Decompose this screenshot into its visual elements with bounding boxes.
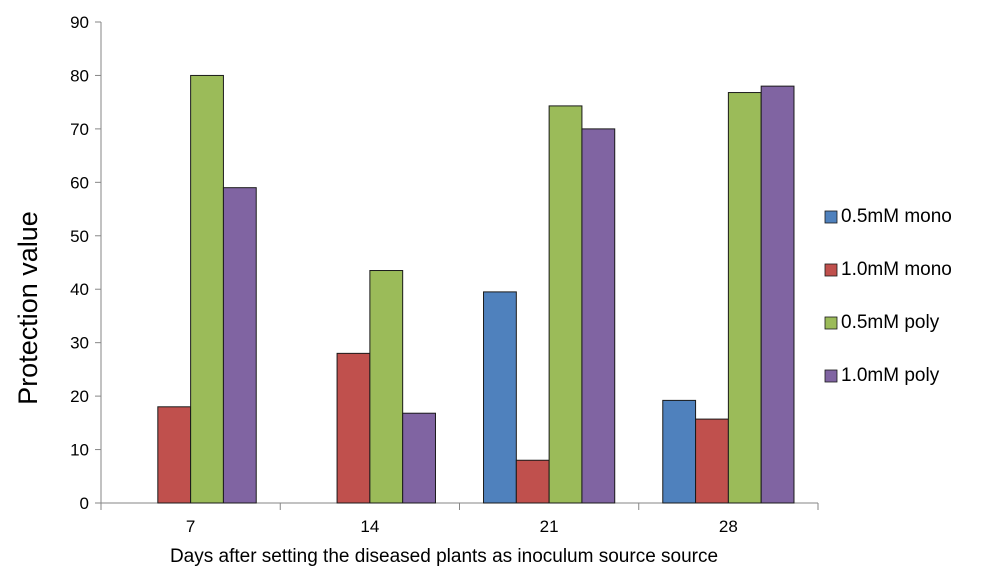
bar <box>483 291 517 504</box>
y-tick-label: 20 <box>70 387 89 406</box>
y-tick-label: 80 <box>70 66 89 85</box>
bar <box>190 74 224 504</box>
x-tick-label: 7 <box>186 517 195 536</box>
bar <box>369 270 404 504</box>
legend-label: 0.5mM mono <box>841 206 952 227</box>
bar <box>157 406 192 504</box>
legend-swatch <box>824 263 838 277</box>
bar <box>695 418 729 504</box>
legend-swatch <box>824 210 838 224</box>
bar <box>336 352 371 504</box>
legend: 0.5mM mono 1.0mM mono 0.5mM poly 1.0mM poly <box>824 206 952 386</box>
y-tick-label: 50 <box>70 227 89 246</box>
y-tick-label: 40 <box>70 280 89 299</box>
y-tick-label: 30 <box>70 334 89 353</box>
y-tick-label: 60 <box>70 173 89 192</box>
x-tick-label: 28 <box>719 517 738 536</box>
x-tick-label: 14 <box>360 517 379 536</box>
y-tick-label: 70 <box>70 120 89 139</box>
legend-label: 1.0mM poly <box>841 365 940 386</box>
bar <box>727 92 762 504</box>
x-axis-title: Days after setting the diseased plants a… <box>170 546 718 567</box>
bar <box>581 128 616 504</box>
bar <box>760 85 795 504</box>
legend-swatch <box>824 369 838 383</box>
axis-labels: Protection value Days after setting the … <box>13 13 738 567</box>
y-axis-title: Protection value <box>13 211 43 405</box>
bar <box>222 187 257 504</box>
y-tick-label: 0 <box>80 494 89 513</box>
x-tick-label: 21 <box>540 517 559 536</box>
bar <box>662 399 697 504</box>
bar <box>515 459 550 504</box>
y-tick-label: 10 <box>70 441 89 460</box>
legend-label: 0.5mM poly <box>841 312 940 333</box>
legend-label: 1.0mM mono <box>841 259 952 280</box>
bar <box>548 105 583 504</box>
legend-swatch <box>824 316 838 330</box>
y-tick-label: 90 <box>70 13 89 32</box>
bars <box>157 74 795 504</box>
bar <box>402 412 436 504</box>
